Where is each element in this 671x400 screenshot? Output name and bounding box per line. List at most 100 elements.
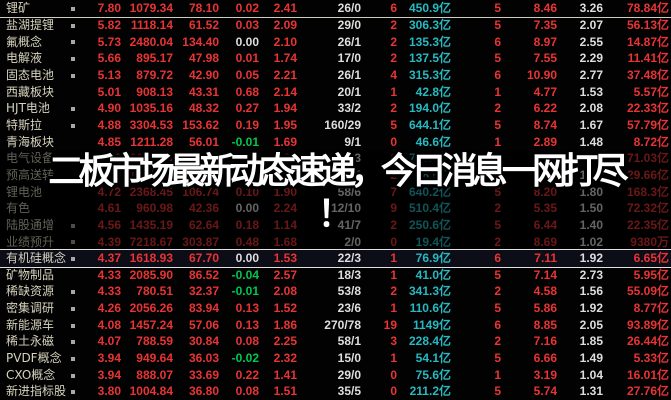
cell-col9: 5 <box>494 351 501 366</box>
cell-col7: 3 <box>390 334 397 349</box>
cell-col10: 2.89 <box>533 134 557 149</box>
cell-col2: 2085.90 <box>129 267 173 282</box>
cell-col10: 7.14 <box>533 267 557 282</box>
cell-col7: 0 <box>390 234 397 249</box>
cell-col4: 0.08 <box>235 334 259 349</box>
cell-col10: 7.35 <box>533 17 557 32</box>
cell-col11: 1.04 <box>579 367 603 382</box>
cell-col9: 6 <box>494 251 501 266</box>
table-row[interactable]: 青海板块 4.85 1211.28 56.01 -0.01 1.69 9/1 0 46.6亿 1 2… <box>0 133 671 150</box>
cell-col4: 0.13 <box>235 301 259 316</box>
table-row[interactable]: 特斯拉 4.88 3304.53 153.62 0.19 1.95 160/29 5 644.1… <box>0 117 671 134</box>
table-row[interactable]: 锂矿 7.80 1079.34 78.10 0.02 2.41 26/0 6 450.9亿 5 8.… <box>0 0 671 17</box>
cell-col7: 1 <box>390 84 397 99</box>
cell-col3: 47.98 <box>188 51 219 66</box>
cell-col12: 6.65亿 <box>633 251 669 266</box>
cell-col1: 4.85 <box>97 134 121 149</box>
cell-col10: 4.77 <box>533 84 557 99</box>
table-row[interactable]: 新能源车 4.08 1457.24 57.06 0.13 1.86 270/78 19 1149… <box>0 316 671 333</box>
cell-col2: 2056.26 <box>129 301 173 316</box>
cell-col9: 5 <box>494 384 501 399</box>
cell-col9: 1 <box>494 367 501 382</box>
cell-col11: 1.02 <box>579 234 603 249</box>
cell-col5: 1.52 <box>273 301 297 316</box>
cell-col12: 55.09亿 <box>626 284 669 299</box>
table-row[interactable]: 业绩预升 4.39 7218.67 303.87 0.48 1.68 2/0 0 19.4亿 2 8… <box>0 233 671 250</box>
table-row[interactable]: 密集调研 4.26 2056.26 83.94 0.13 1.52 23/6 1 110.6亿 5… <box>0 300 671 317</box>
cell-col1: 4.33 <box>97 284 121 299</box>
table-row[interactable]: 有机硅概念 4.37 1618.93 67.70 0.00 1.53 22/3 1 76.9亿 6… <box>0 249 671 267</box>
table-row[interactable]: 新进指标股 3.80 1004.84 36.80 0.08 1.51 35/5 0 211.2亿… <box>0 383 671 400</box>
cell-col8: 137.5亿 <box>408 51 451 66</box>
cell-col11: 1.48 <box>579 134 603 149</box>
cell-col7: 2 <box>390 51 397 66</box>
table-row[interactable]: 矿物制品 4.33 2085.90 86.52 -0.04 2.57 18/3 1 41.0亿 5… <box>0 267 671 284</box>
flag-marker-icon <box>64 252 83 264</box>
cell-col5: 1.51 <box>273 384 297 399</box>
cell-col8: 76.9亿 <box>415 251 451 266</box>
cell-col4: 0.27 <box>235 101 259 116</box>
cell-col2: 895.17 <box>136 51 173 66</box>
cell-col3: 42.90 <box>188 67 219 82</box>
table-row[interactable]: 固态电池 5.13 879.72 42.90 0.05 2.21 26/1 4 315.3亿 6 1… <box>0 67 671 84</box>
table-row[interactable]: PVDF概念 3.94 949.64 36.03 -0.02 2.32 15/0 1 54.1亿… <box>0 350 671 367</box>
cell-col10: 8.97 <box>533 34 557 49</box>
cell-col10: 8.46 <box>533 1 557 16</box>
cell-col7: 19 <box>383 317 397 332</box>
sector-name: 矿物制品 <box>6 267 55 282</box>
cell-col6: 18/3 <box>337 267 361 282</box>
cell-col2: 1079.34 <box>129 1 173 16</box>
sector-name: 稀缺资源 <box>6 284 55 299</box>
cell-col11: 2.73 <box>579 267 603 282</box>
table-row[interactable]: CXO概念 3.94 888.07 33.69 0.22 1.41 29/0 0 75.6亿 1 3… <box>0 366 671 383</box>
table-row[interactable]: 西藏板块 5.01 908.13 43.31 0.68 2.14 20/1 1 42.8亿 1 4.… <box>0 83 671 100</box>
cell-col5: 2.41 <box>273 1 297 16</box>
cell-col6: 20/1 <box>337 84 361 99</box>
cell-col2: 1211.28 <box>130 134 173 149</box>
cell-col4: -0.04 <box>231 267 259 282</box>
cell-col2: 1118.14 <box>130 17 173 32</box>
cell-col2: 3304.53 <box>129 117 173 132</box>
cell-col10: 7.11 <box>534 251 557 266</box>
sector-name: 新进指标股 <box>6 384 67 399</box>
table-row[interactable]: 稀缺资源 4.33 780.51 32.37 -0.01 2.08 53/8 2 341.3亿 2… <box>0 283 671 300</box>
cell-col4: 0.05 <box>235 67 259 82</box>
cell-col8: 341.3亿 <box>408 284 451 299</box>
cell-col12: 11.41亿 <box>627 51 669 66</box>
cell-col10: 5.86 <box>533 301 557 316</box>
cell-col9: 5 <box>494 301 501 316</box>
table-row[interactable]: 氟概念 5.73 2480.04 134.40 0.00 2.10 26/1 2 135.3亿 6… <box>0 33 671 50</box>
table-row[interactable]: 盐湖提锂 5.82 1118.14 61.52 0.03 2.09 29/0 2 306.3亿 5… <box>0 17 671 34</box>
cell-col4: 0.02 <box>235 1 259 16</box>
cell-col9: 5 <box>494 267 501 282</box>
cell-col7: 2 <box>390 101 397 116</box>
cell-col5: 1.69 <box>273 134 297 149</box>
cell-col7: 4 <box>390 67 397 82</box>
table-row[interactable]: HJT电池 4.90 1035.16 48.32 0.27 1.94 33/2 2 194.0亿… <box>0 100 671 117</box>
cell-col2: 908.13 <box>136 84 173 99</box>
cell-col9: 5 <box>494 51 501 66</box>
cell-col4: 0.03 <box>235 17 259 32</box>
cell-col6: 33/2 <box>337 101 361 116</box>
cell-col11: 2.29 <box>579 51 603 66</box>
cell-col1: 4.90 <box>97 101 121 116</box>
cell-col11: 1.31 <box>579 384 603 399</box>
watermark-line1: 二板市场最新动态速递，今日消息一网打尽 <box>48 151 628 192</box>
cell-col1: 5.66 <box>97 51 121 66</box>
cell-col2: 879.72 <box>136 67 173 82</box>
cell-col5: 1.95 <box>273 117 297 132</box>
table-row[interactable]: 稀土永磁 4.07 788.59 30.84 0.08 2.25 58/1 3 228.4亿 2 7… <box>0 333 671 350</box>
cell-col12: 78.84亿 <box>626 1 669 16</box>
cell-col12: 22.33亿 <box>626 101 669 116</box>
flag-marker-icon <box>64 236 83 248</box>
sector-name: 青海板块 <box>6 134 55 149</box>
cell-col9: 2 <box>494 234 501 249</box>
cell-col11: 1.67 <box>579 117 603 132</box>
cell-col6: 58/1 <box>337 334 361 349</box>
cell-col12: 8.77亿 <box>633 301 669 316</box>
table-row[interactable]: 电解液 5.66 895.17 47.98 0.01 1.74 17/0 2 137.5亿 5 7.… <box>0 50 671 67</box>
cell-col5: 1.94 <box>273 101 297 116</box>
cell-col9: 6 <box>494 34 501 49</box>
cell-col6: 29/0 <box>337 367 361 382</box>
cell-col12: 5.57亿 <box>633 84 669 99</box>
